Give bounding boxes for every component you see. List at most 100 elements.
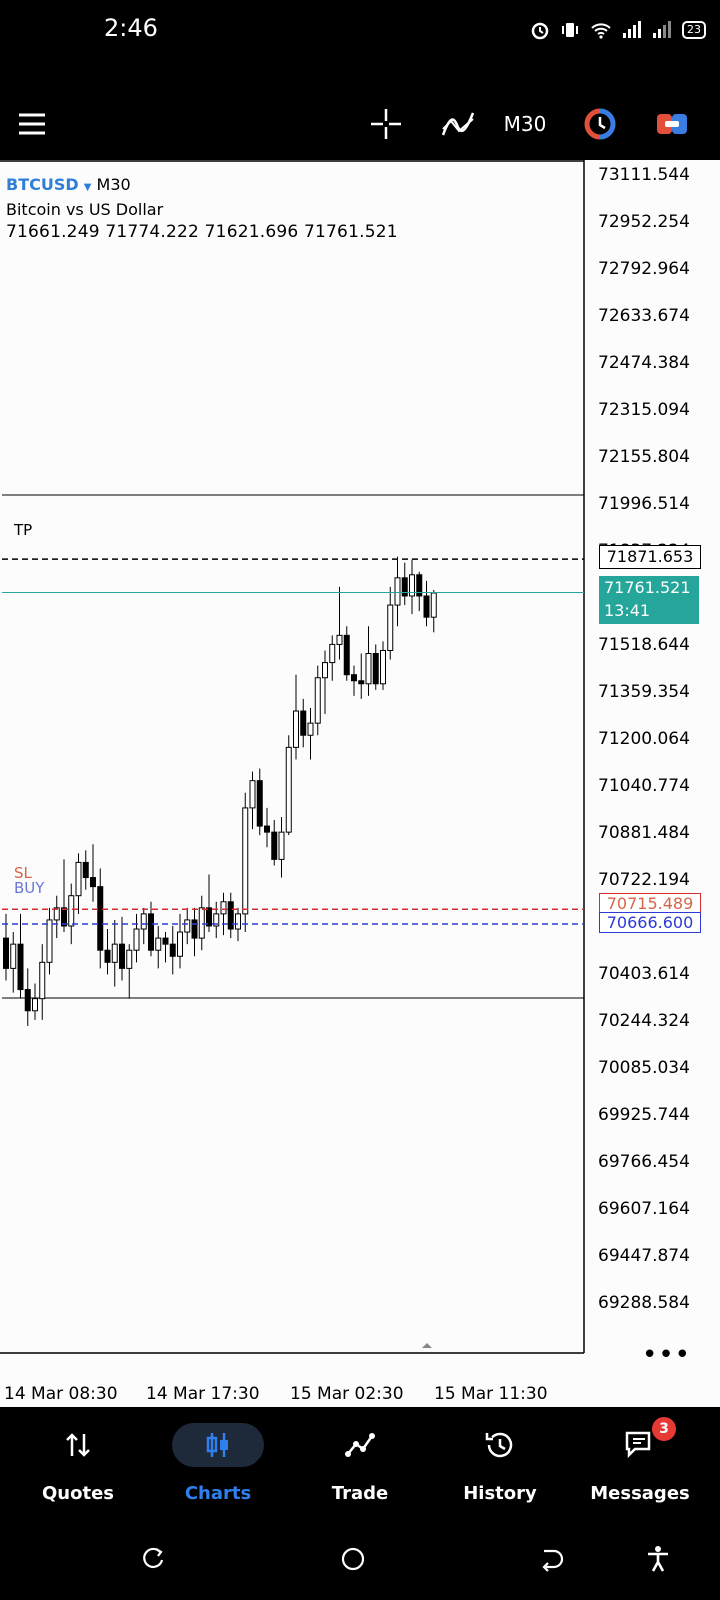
history-icon — [485, 1432, 513, 1458]
candle — [206, 874, 212, 933]
candle — [111, 919, 118, 987]
candle — [351, 665, 357, 696]
candle — [198, 895, 205, 951]
chart-area[interactable]: BTCUSD ▼ M30 Bitcoin vs US Dollar 71661.… — [0, 160, 720, 1407]
candle-body-bull — [140, 913, 147, 930]
candle — [285, 735, 292, 836]
price-tick-label: 70244.324 — [598, 1011, 690, 1031]
ohlc-values: 71661.249 71774.222 71621.696 71761.521 — [6, 222, 398, 242]
candle-body-bull — [380, 649, 386, 685]
candle-body-bull — [184, 919, 191, 933]
battery-icon: 23 — [682, 21, 706, 39]
candle-body-bull — [307, 722, 314, 736]
candle-body-bear — [169, 943, 176, 957]
candle-body-bull — [322, 662, 328, 679]
candle — [140, 907, 147, 945]
candle — [191, 907, 198, 957]
candle — [177, 913, 183, 969]
status-icons: 23 — [530, 16, 706, 44]
nav-charts-label: Charts — [184, 1483, 252, 1504]
more-options-icon[interactable]: ••• — [642, 1340, 692, 1370]
indicators-icon — [441, 112, 475, 136]
trade-icon — [345, 1433, 375, 1457]
candle-body-bear — [97, 886, 104, 951]
candle — [394, 556, 401, 627]
time-tick-label: 14 Mar 17:30 — [146, 1384, 260, 1404]
candle-body-bull — [213, 913, 220, 927]
nav-trade-label: Trade — [331, 1483, 389, 1504]
candle-body-bear — [351, 674, 357, 682]
candle — [365, 626, 372, 696]
alarm-icon — [531, 22, 549, 40]
recent-apps-button[interactable] — [131, 1537, 175, 1581]
candle — [314, 665, 321, 736]
back-button[interactable] — [531, 1537, 575, 1581]
price-tick-label: 71996.514 — [598, 494, 690, 514]
candle-body-bear — [17, 943, 24, 991]
candle — [119, 916, 125, 981]
candle-body-bear — [271, 831, 278, 860]
accessibility-button[interactable] — [636, 1537, 680, 1581]
nav-charts[interactable]: Charts — [148, 1407, 288, 1517]
indicators-button[interactable] — [436, 102, 480, 146]
price-tick-label: 69607.164 — [598, 1199, 690, 1219]
buy-price-tag[interactable]: 70666.600 — [599, 912, 701, 933]
price-tick-label: 70881.484 — [598, 823, 690, 843]
menu-button[interactable] — [10, 102, 54, 146]
candle-body-bull — [365, 653, 372, 685]
candle — [126, 944, 133, 999]
candle-body-bull — [329, 643, 336, 664]
wifi-icon — [591, 23, 611, 39]
price-tick-label: 69766.454 — [598, 1152, 690, 1172]
objects-button[interactable] — [578, 102, 622, 146]
current-price-tag: 71761.521 13:41 — [599, 576, 699, 624]
status-bar: 2:46 23 — [0, 0, 720, 60]
candle-body-bear — [264, 825, 270, 833]
candle — [343, 626, 350, 681]
symbol-name[interactable]: BTCUSD — [6, 175, 79, 194]
tp-price-tag[interactable]: 71871.653 — [599, 545, 701, 569]
nav-quotes[interactable]: Quotes — [8, 1407, 148, 1517]
sl-price-tag[interactable]: 70715.489 — [599, 893, 701, 915]
candle-body-bear — [162, 937, 169, 945]
price-tick-label: 72155.804 — [598, 447, 690, 467]
candle — [68, 883, 75, 945]
candle — [430, 589, 437, 633]
candle-body-bear — [104, 949, 111, 963]
candle — [184, 907, 191, 945]
candle-body-bear — [343, 634, 350, 676]
candle-body-bull — [430, 592, 437, 618]
timeframe-label: M30 — [503, 112, 547, 136]
crosshair-button[interactable] — [364, 102, 408, 146]
price-tick-label: 72952.254 — [598, 212, 690, 232]
candle — [423, 580, 430, 627]
recent-apps-icon — [143, 1547, 164, 1569]
nav-messages[interactable]: 3 Messages — [570, 1407, 710, 1517]
candle — [46, 907, 53, 975]
candle — [24, 968, 31, 1026]
sl-line-label: SL — [14, 864, 32, 882]
candle — [148, 901, 154, 957]
candle-body-bull — [220, 901, 227, 915]
candle-body-bear — [358, 680, 365, 685]
timeframe-button[interactable]: M30 — [500, 102, 550, 146]
home-button[interactable] — [331, 1537, 375, 1581]
candle-body-bear — [191, 919, 198, 939]
candle — [293, 674, 299, 760]
symbol-dropdown-icon[interactable]: ▼ — [83, 182, 92, 193]
one-click-trade-button[interactable] — [650, 102, 694, 146]
nav-history[interactable]: History — [430, 1407, 570, 1517]
candle-body-bear — [119, 943, 125, 969]
status-time: 2:46 — [104, 14, 158, 42]
candlestick-chart[interactable] — [0, 160, 720, 1407]
candle — [155, 925, 162, 969]
candle-body-bear — [61, 907, 67, 927]
candle-body-bull — [278, 831, 285, 860]
candle-body-bull — [177, 931, 183, 957]
nav-trade[interactable]: Trade — [290, 1407, 430, 1517]
messages-icon — [625, 1431, 651, 1459]
price-tick-label: 70722.194 — [598, 870, 690, 890]
candle — [372, 644, 379, 690]
accessibility-icon — [648, 1546, 668, 1572]
candle — [249, 771, 256, 830]
